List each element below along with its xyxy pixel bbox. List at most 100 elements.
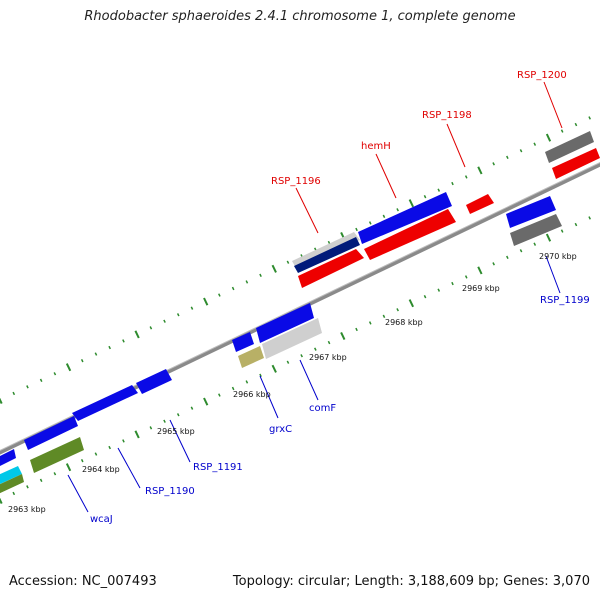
minor-tick — [218, 393, 221, 397]
minor-tick — [574, 222, 578, 227]
gene-block[interactable] — [294, 237, 360, 273]
minor-tick — [39, 378, 43, 383]
gene-block[interactable] — [552, 148, 600, 179]
gene-block[interactable] — [506, 196, 556, 228]
minor-tick — [492, 162, 495, 166]
minor-tick — [588, 216, 591, 220]
gene-label-rsp1196[interactable]: RSP_1196 — [271, 176, 321, 187]
major-tick — [203, 397, 209, 406]
minor-tick — [533, 242, 537, 246]
minor-tick — [464, 175, 468, 179]
minor-tick — [190, 306, 194, 310]
minor-tick — [53, 372, 57, 376]
minor-tick — [286, 260, 290, 264]
kbp-label: 2967 kbp — [309, 353, 347, 362]
gene-block[interactable] — [72, 385, 138, 421]
tick-track-upper — [0, 116, 591, 405]
leader-rsp1199 — [545, 255, 561, 294]
gene-block[interactable] — [466, 194, 494, 214]
minor-tick — [382, 214, 386, 219]
major-tick — [65, 463, 72, 472]
kbp-label: 2964 kbp — [82, 465, 120, 474]
minor-tick — [122, 439, 125, 443]
kbp-label: 2969 kbp — [462, 284, 500, 293]
gene-block[interactable] — [262, 318, 322, 359]
leader-wcaj — [67, 474, 89, 513]
leader-comf — [299, 359, 319, 401]
leader-rsp1196 — [295, 187, 319, 234]
leader-grxc — [259, 375, 279, 419]
minor-tick — [327, 240, 331, 245]
gene-label-grxc[interactable]: grxC — [269, 424, 292, 435]
minor-tick — [368, 321, 372, 325]
gene-block[interactable] — [232, 332, 254, 352]
gene-label-rsp1198[interactable]: RSP_1198 — [422, 110, 472, 121]
gene-block[interactable] — [238, 346, 264, 368]
label-leaders — [67, 81, 563, 513]
gene-block[interactable] — [24, 416, 78, 450]
minor-tick — [519, 249, 523, 253]
gene-label-rsp1199[interactable]: RSP_1199 — [540, 295, 590, 306]
minor-tick — [12, 391, 16, 396]
minor-tick — [218, 293, 221, 297]
leader-rsp1191 — [169, 419, 191, 463]
gene-block[interactable] — [0, 466, 22, 484]
gene-label-rsp1191[interactable]: RSP_1191 — [193, 462, 243, 473]
minor-tick — [506, 155, 509, 160]
kbp-label: 2970 kbp — [539, 252, 577, 261]
gene-block[interactable] — [358, 192, 452, 244]
kbp-label: 2968 kbp — [385, 318, 423, 327]
minor-tick — [163, 419, 166, 423]
minor-tick — [245, 380, 249, 384]
gene-block[interactable] — [510, 214, 562, 246]
minor-tick — [327, 340, 331, 345]
minor-tick — [574, 122, 578, 127]
minor-tick — [396, 208, 399, 212]
gene-label-wcaj[interactable]: wcaJ — [90, 514, 113, 525]
minor-tick — [26, 485, 29, 489]
gene-block[interactable] — [545, 131, 594, 163]
major-tick — [477, 166, 483, 175]
minor-tick — [355, 227, 358, 232]
minor-tick — [149, 326, 153, 330]
minor-tick — [94, 352, 98, 356]
kbp-label: 2966 kbp — [233, 390, 271, 399]
minor-tick — [190, 406, 194, 410]
major-tick — [0, 497, 3, 505]
gene-block[interactable] — [364, 209, 456, 260]
genome-summary-text: Topology: circular; Length: 3,188,609 bp… — [232, 574, 590, 589]
minor-tick — [163, 319, 166, 323]
tick-track-lower — [0, 216, 591, 505]
minor-tick — [492, 262, 495, 266]
gene-block[interactable] — [0, 449, 16, 467]
leader-rsp1190 — [117, 447, 141, 489]
minor-tick — [12, 491, 16, 496]
major-tick — [545, 133, 552, 142]
minor-tick — [108, 345, 111, 350]
gene-label-rsp1190[interactable]: RSP_1190 — [145, 486, 195, 497]
major-tick — [340, 331, 346, 341]
minor-tick — [94, 452, 98, 456]
minor-tick — [437, 188, 441, 192]
major-tick — [65, 363, 72, 372]
gene-block[interactable] — [30, 437, 84, 473]
gene-block[interactable] — [256, 303, 314, 343]
minor-tick — [437, 288, 441, 292]
accession-text: Accession: NC_007493 — [9, 574, 157, 589]
genes-lower-strand — [0, 196, 562, 494]
gene-label-hemh[interactable]: hemH — [361, 141, 391, 152]
kbp-label: 2963 kbp — [8, 505, 46, 514]
gene-label-comf[interactable]: comF — [309, 403, 336, 414]
gene-block[interactable] — [298, 249, 364, 288]
gene-block[interactable] — [0, 474, 24, 494]
minor-tick — [286, 360, 290, 364]
gene-block[interactable] — [136, 369, 172, 394]
gene-label-rsp1200[interactable]: RSP_1200 — [517, 70, 567, 81]
major-tick — [271, 364, 277, 373]
major-tick — [271, 264, 277, 273]
minor-tick — [423, 194, 427, 199]
minor-tick — [231, 286, 235, 291]
major-tick — [134, 330, 140, 339]
minor-tick — [80, 458, 84, 463]
